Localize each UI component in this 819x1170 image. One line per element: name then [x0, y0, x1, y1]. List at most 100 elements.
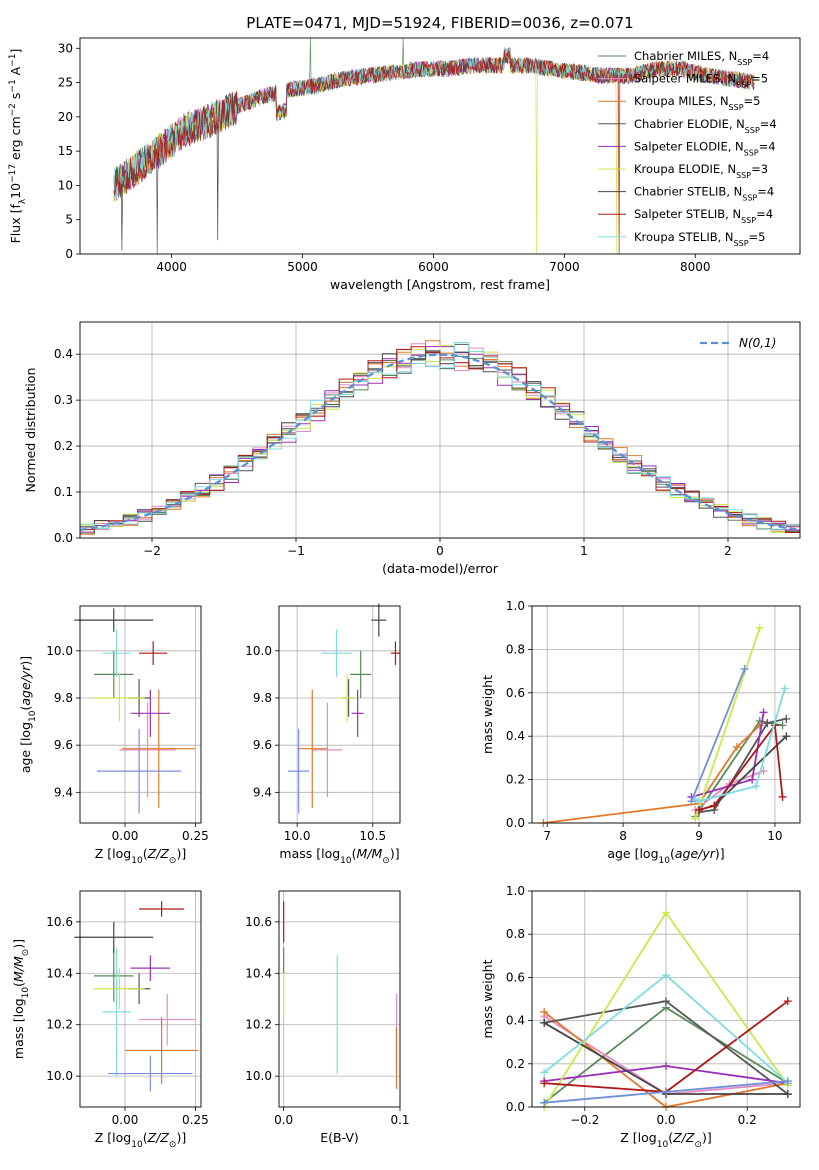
series-marker — [540, 1007, 549, 1016]
legend-entry: Chabrier ELODIE, NSSP=4 — [634, 117, 777, 135]
y-axis-label: mass [log10(M/M⊙)] — [11, 939, 31, 1059]
x-tick-label: 4000 — [156, 260, 187, 274]
series-line — [694, 688, 786, 803]
plot-area — [539, 623, 791, 827]
series-marker — [695, 797, 704, 806]
legend-entry: Chabrier MILES, NSSP=4 — [634, 49, 769, 67]
x-tick-label: 0.0 — [656, 1113, 675, 1127]
series-marker — [778, 792, 787, 801]
legend-entry-sub: SSP — [734, 238, 749, 247]
x-axis-label-part: ⊙ — [694, 1140, 702, 1150]
x-axis-label: age [log10(age/yr)] — [607, 846, 724, 866]
legend-entry-name: Chabrier STELIB, N — [634, 185, 742, 199]
panel-spectrum: 4000 5000 6000 7000 8000 0 5 10 15 20 25 30 waveleng… — [8, 37, 801, 292]
legend-entry-sub: SSP — [741, 216, 756, 225]
legend-entry: Salpeter ELODIE, NSSP=4 — [634, 139, 776, 157]
legend-entry-value: =4 — [756, 207, 773, 221]
legend-entry-name: Salpeter MILES, N — [634, 72, 736, 86]
legend-entry-value: =5 — [749, 230, 766, 244]
x-axis-label-part: ( — [143, 1130, 148, 1145]
x-axis-label-part: ⊙ — [169, 856, 177, 866]
legend-entry-sub: SSP — [736, 80, 751, 89]
y-axis-label-part: A — [8, 66, 23, 79]
series-marker — [540, 1079, 549, 1088]
figure-title: PLATE=0471, MJD=51924, FIBERID=0036, z=0… — [246, 14, 633, 32]
y-tick-label: 0.2 — [506, 1057, 525, 1071]
y-tick-label: 10 — [58, 178, 73, 192]
x-tick-label: 0.0 — [274, 1113, 293, 1127]
data-point — [139, 993, 196, 1046]
series-marker — [755, 623, 764, 632]
y-tick-label: 20 — [58, 110, 73, 124]
y-tick-label: 0.8 — [506, 927, 525, 941]
series-marker — [751, 782, 760, 791]
legend-entry-value: =4 — [752, 49, 769, 63]
y-tick-label: 10.4 — [245, 966, 272, 980]
y-axis-label-part: Normed distribution — [23, 368, 38, 493]
panel-age-vs-mass: 10.0 10.5 9.4 9.6 9.8 10.0 mass [log10(M/M⊙)] — [245, 603, 401, 866]
data-point — [102, 629, 131, 677]
y-axis-label: mass weight — [480, 675, 495, 754]
data-point — [130, 689, 171, 737]
data-point — [108, 1055, 193, 1092]
x-axis-label-part: 10 — [131, 1140, 143, 1150]
y-axis-label-part: ( — [11, 982, 26, 987]
y-axis-label-part: s — [8, 93, 23, 104]
x-tick-label: 5000 — [287, 260, 318, 274]
y-axis-label-part: mass weight — [480, 675, 495, 754]
y-tick-label: 5 — [65, 213, 73, 227]
legend-entry: Kroupa ELODIE, NSSP=3 — [634, 162, 768, 180]
axes-frame — [79, 605, 202, 824]
y-axis-label-part: 10 — [28, 710, 38, 722]
x-axis-label-part: 10 — [131, 856, 143, 866]
x-axis-label-part: )] — [715, 846, 725, 861]
plot-area — [74, 608, 196, 814]
series-marker — [778, 721, 787, 730]
x-tick-label: 0.25 — [182, 1113, 209, 1127]
grid — [80, 606, 201, 823]
series-marker — [783, 997, 792, 1006]
series-marker — [782, 732, 791, 741]
axes-frame — [531, 605, 801, 824]
x-tick-label: −2 — [143, 544, 161, 558]
x-tick-label: 0.2 — [738, 1113, 757, 1127]
y-tick-label: 0.6 — [506, 970, 525, 984]
y-tick-label: 0.0 — [506, 1100, 525, 1114]
legend-entry-sub: SSP — [737, 58, 752, 67]
series-marker — [540, 1068, 549, 1077]
panel-mass-vs-EBV: 0.0 0.1 10.0 10.2 10.4 10.6 E(B-V) — [245, 890, 410, 1145]
legend-entry: Salpeter STELIB, NSSP=4 — [634, 207, 773, 225]
data-point — [339, 674, 355, 722]
series-line — [694, 627, 761, 819]
data-point — [102, 947, 131, 1077]
y-axis-label-part: M/M — [11, 956, 26, 982]
x-tick-label: 6000 — [418, 260, 449, 274]
y-tick-label: 0 — [65, 247, 73, 261]
x-axis-label-part: Z [log — [95, 1130, 131, 1145]
y-tick-label: 10.0 — [245, 644, 272, 658]
y-axis-label-part: −2 — [8, 103, 18, 116]
y-tick-label: 10.6 — [245, 915, 272, 929]
series-marker — [662, 1087, 670, 1096]
y-tick-label: 10.6 — [46, 915, 73, 929]
y-axis-label: Normed distribution — [23, 368, 38, 493]
axes-frame — [278, 890, 401, 1108]
x-axis-label-part: age/yr — [675, 846, 716, 861]
series-marker — [662, 1061, 670, 1070]
y-tick-label: 30 — [58, 41, 73, 55]
x-tick-label: 7 — [543, 829, 551, 843]
x-axis-label-part: )] — [176, 846, 186, 861]
x-axis-label-part: Z [log — [620, 1130, 656, 1145]
legend-entry-value: =4 — [760, 117, 777, 131]
y-tick-label: 25 — [58, 76, 73, 90]
x-tick-label: 10.0 — [284, 829, 311, 843]
y-tick-label: 0.0 — [54, 531, 73, 545]
x-axis-label-part: (data-model)/error — [382, 561, 499, 576]
series-marker — [662, 997, 670, 1006]
series-line — [698, 717, 787, 813]
y-axis-label-part: Flux [f — [8, 204, 23, 244]
x-axis-label-part: ( — [143, 846, 148, 861]
y-axis-label-part: age [log — [18, 722, 33, 773]
